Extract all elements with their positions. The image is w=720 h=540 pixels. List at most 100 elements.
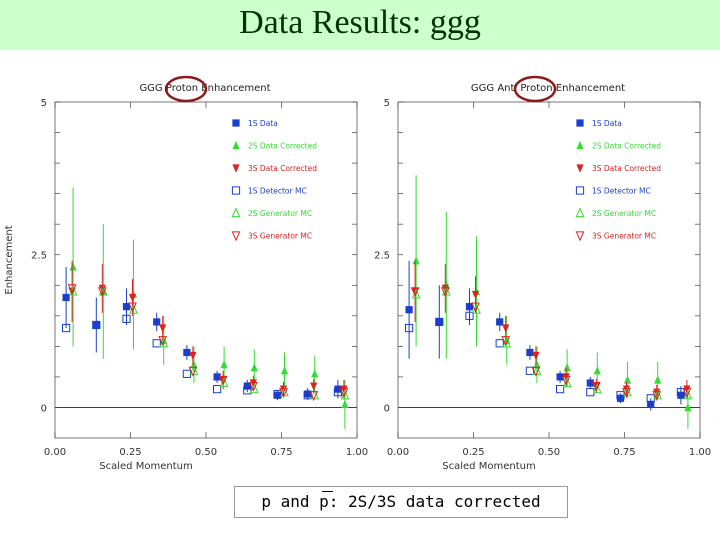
data-point <box>441 285 451 296</box>
data-point <box>280 366 289 375</box>
data-point <box>67 284 77 295</box>
legend-label: 2S Data Corrected <box>592 142 661 151</box>
data-point <box>405 306 413 314</box>
x-tick-label: 0.25 <box>462 447 484 458</box>
series-1s-detector-mc <box>62 314 342 400</box>
x-axis-label: Scaled Momentum <box>442 461 535 472</box>
data-point <box>616 394 625 402</box>
series-3s-generator-mc <box>67 284 349 402</box>
data-point <box>92 320 101 330</box>
data-point <box>273 391 282 399</box>
data-point <box>248 381 258 392</box>
data-point <box>682 388 692 399</box>
data-point <box>158 336 168 347</box>
x-tick-label: 0.75 <box>613 447 635 458</box>
data-point <box>412 256 420 265</box>
y-tick-label: 2.5 <box>374 251 390 262</box>
data-point <box>311 369 319 378</box>
legend-marker <box>576 140 584 150</box>
legend-marker <box>231 186 241 195</box>
data-point <box>684 402 692 412</box>
data-point <box>502 324 510 333</box>
legend-label: 3S Data Corrected <box>248 164 317 173</box>
data-point <box>334 385 342 393</box>
data-point <box>249 379 257 388</box>
plot-frame <box>54 101 358 439</box>
caption-box: p and p: 2S/3S data corrected <box>234 486 568 518</box>
data-point <box>243 382 251 390</box>
data-point <box>128 302 137 313</box>
series-1s-data <box>62 266 342 401</box>
data-point <box>341 399 349 408</box>
antiproton-overbar <box>322 491 333 492</box>
legend-label: 3S Data Corrected <box>592 164 661 173</box>
y-tick-label: 5 <box>41 98 47 109</box>
data-point <box>273 389 282 399</box>
legend-label: 1S Detector MC <box>592 187 651 196</box>
legend-marker <box>231 231 241 242</box>
data-point <box>653 389 663 400</box>
data-point <box>465 311 474 320</box>
x-tick-label: 0.00 <box>387 447 409 458</box>
legend-marker <box>575 231 585 242</box>
data-point <box>213 385 222 394</box>
data-point <box>213 373 221 381</box>
plot-frame <box>397 101 701 439</box>
legend-marker <box>576 119 584 127</box>
data-point <box>243 386 252 395</box>
data-point <box>556 385 565 394</box>
series-3s-generator-mc <box>410 287 692 402</box>
data-point <box>532 351 540 361</box>
chart-panel-2: 0 2.5 5 0.00 0.25 0.50 0.75 1.00 GGG Anti Proton… <box>374 75 711 472</box>
y-axis-label: Enhancement <box>4 225 15 294</box>
data-point <box>190 360 198 369</box>
x-axis-label: Scaled Momentum <box>99 461 192 472</box>
data-point <box>532 364 542 375</box>
legend-label: 3S Generator MC <box>592 232 656 241</box>
y-tick-label: 0 <box>41 403 47 414</box>
data-point <box>309 391 319 402</box>
data-point <box>152 339 161 348</box>
y-tick-label: 5 <box>384 98 390 109</box>
x-tick-label: 0.25 <box>119 447 141 458</box>
data-point <box>122 314 131 323</box>
data-point <box>647 400 655 408</box>
series-3s-data-corrected <box>68 260 348 399</box>
data-point <box>556 373 564 381</box>
data-point <box>435 317 444 327</box>
data-point <box>501 336 511 347</box>
x-tick-label: 0.50 <box>538 447 560 458</box>
plot-title: GGG Anti Proton Enhancement <box>471 83 625 94</box>
series-1s-data <box>405 260 685 411</box>
legend-marker <box>232 164 240 173</box>
x-tick-label: 0.75 <box>270 447 292 458</box>
data-point <box>586 388 595 397</box>
data-point <box>531 366 541 377</box>
data-point <box>92 321 100 329</box>
series-2s-generator-mc <box>68 285 350 400</box>
legend-label: 2S Generator MC <box>248 209 312 218</box>
legend-marker <box>232 140 240 150</box>
data-point <box>496 318 504 326</box>
data-point <box>533 360 541 369</box>
data-point <box>153 318 161 326</box>
legend-marker <box>575 207 585 218</box>
x-tick-label: 1.00 <box>346 447 368 458</box>
data-point <box>683 385 691 394</box>
legend-label: 2S Generator MC <box>592 209 656 218</box>
caption: p and p: 2S/3S data corrected <box>261 492 541 511</box>
data-point <box>279 388 288 399</box>
series-2s-generator-mc <box>411 285 693 400</box>
data-point <box>623 375 632 384</box>
data-point <box>218 375 228 386</box>
legend-marker <box>576 164 584 173</box>
data-point <box>250 363 258 372</box>
data-point <box>188 366 198 377</box>
data-point <box>471 302 480 313</box>
legend-label: 2S Data Corrected <box>248 142 317 151</box>
data-point <box>280 386 289 397</box>
legend-marker <box>231 207 241 218</box>
legend: 1S Data 2S Data Corrected 3S Data Correcte… <box>231 119 317 242</box>
data-point <box>471 290 480 300</box>
